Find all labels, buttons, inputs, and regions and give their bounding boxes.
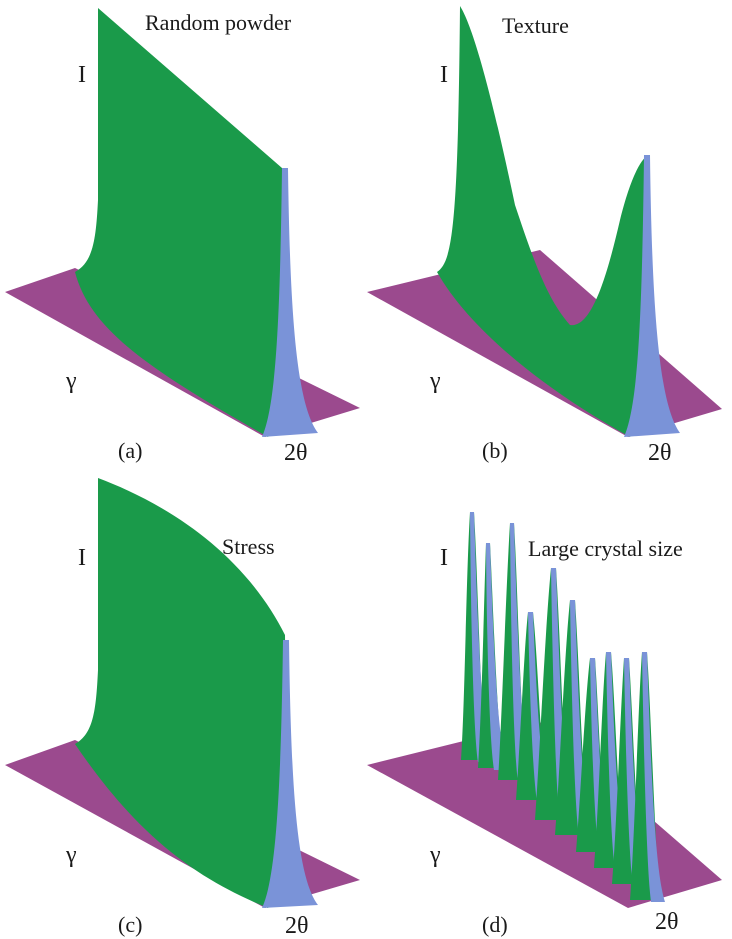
gamma-axis-label-d: γ: [429, 842, 441, 868]
panel-title-a: Random powder: [145, 10, 292, 35]
gamma-axis-label-a: γ: [65, 368, 77, 394]
panel-letter-d: (d): [482, 912, 508, 937]
intensity-axis-label-c: I: [78, 545, 86, 571]
gamma-axis-label-c: γ: [65, 842, 77, 868]
panel-b: Texture I γ 2θ (b): [367, 6, 722, 466]
crystal-spike-edge: [590, 658, 613, 854]
peak-edge-b: [624, 155, 680, 437]
panel-c: Stress I γ 2θ (c): [5, 478, 360, 939]
peak-edge-a: [262, 168, 318, 437]
crystal-spikes: [461, 512, 665, 902]
two-theta-axis-label-b: 2θ: [648, 440, 672, 466]
crystal-spike-edge: [606, 652, 629, 870]
crystal-spike-edge: [510, 523, 532, 782]
crystal-spike-edge: [642, 652, 665, 902]
intensity-axis-label-d: I: [440, 545, 448, 571]
crystal-spike-edge: [624, 658, 647, 886]
panel-letter-c: (c): [118, 912, 142, 937]
peak-edge-c: [262, 640, 318, 908]
crystal-spike-edge: [528, 612, 551, 802]
panel-title-c: Stress: [222, 534, 275, 559]
intensity-axis-label-b: I: [440, 62, 448, 88]
panel-letter-b: (b): [482, 438, 508, 463]
two-theta-axis-label-a: 2θ: [284, 440, 308, 466]
crystal-spike-edge: [551, 568, 574, 822]
crystal-spike-edge: [570, 600, 593, 837]
surface-b: [437, 6, 650, 437]
panel-title-b: Texture: [502, 13, 569, 38]
surface-a: [75, 8, 287, 437]
gamma-axis-label-b: γ: [429, 368, 441, 394]
crystal-spike-edge: [486, 543, 508, 770]
panel-title-d: Large crystal size: [528, 536, 683, 561]
two-theta-axis-label-d: 2θ: [655, 909, 679, 935]
surface-c: [75, 478, 288, 908]
crystal-spike-edge: [470, 512, 492, 762]
panel-d: Large crystal size I γ 2θ (d): [367, 512, 722, 937]
panel-a: Random powder I γ 2θ (a): [5, 8, 360, 466]
intensity-axis-label-a: I: [78, 62, 86, 88]
two-theta-axis-label-c: 2θ: [285, 913, 309, 939]
panel-letter-a: (a): [118, 438, 142, 463]
